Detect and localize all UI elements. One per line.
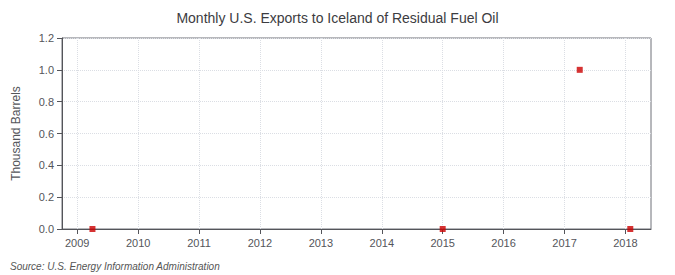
svg-text:1.0: 1.0 bbox=[39, 64, 54, 76]
svg-text:2009: 2009 bbox=[65, 237, 89, 249]
svg-text:0.8: 0.8 bbox=[39, 96, 54, 108]
svg-text:2018: 2018 bbox=[613, 237, 637, 249]
svg-text:Thousand Barrels: Thousand Barrels bbox=[9, 86, 23, 181]
svg-text:1.2: 1.2 bbox=[39, 32, 54, 44]
svg-text:2012: 2012 bbox=[248, 237, 272, 249]
svg-text:0.6: 0.6 bbox=[39, 128, 54, 140]
svg-text:2013: 2013 bbox=[309, 237, 333, 249]
svg-text:2014: 2014 bbox=[370, 237, 394, 249]
svg-text:0.0: 0.0 bbox=[39, 223, 54, 235]
svg-text:Source: U.S. Energy Informatio: Source: U.S. Energy Information Administ… bbox=[10, 261, 220, 272]
svg-text:2010: 2010 bbox=[126, 237, 150, 249]
svg-text:Monthly U.S. Exports to Icelan: Monthly U.S. Exports to Iceland of Resid… bbox=[176, 10, 498, 26]
svg-text:0.2: 0.2 bbox=[39, 191, 54, 203]
svg-text:2016: 2016 bbox=[491, 237, 515, 249]
svg-text:2017: 2017 bbox=[552, 237, 576, 249]
svg-text:0.4: 0.4 bbox=[39, 159, 54, 171]
svg-text:2015: 2015 bbox=[430, 237, 454, 249]
svg-text:2011: 2011 bbox=[187, 237, 211, 249]
